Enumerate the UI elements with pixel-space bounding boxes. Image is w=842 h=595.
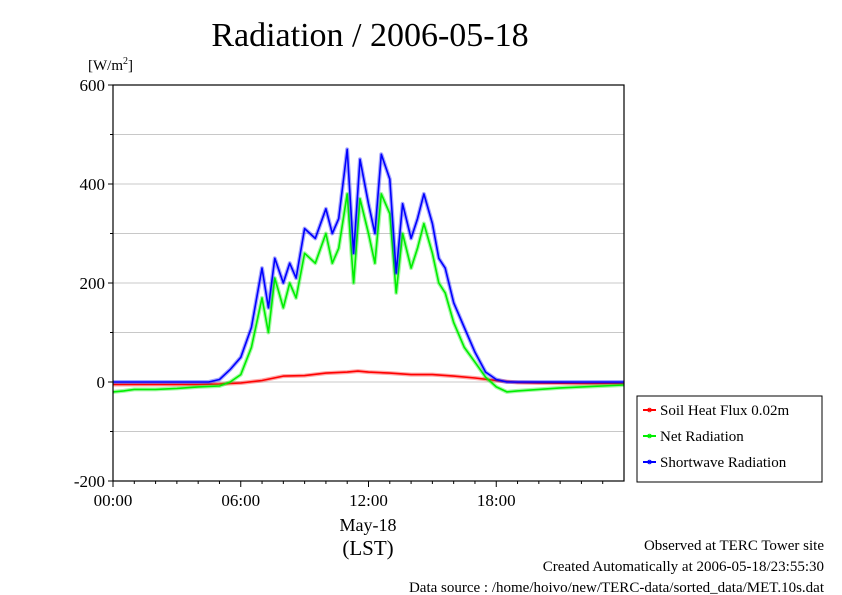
soil-heat-flux-legend-label: Soil Heat Flux 0.02m [660, 403, 790, 419]
series-layer [112, 147, 625, 394]
legend: Soil Heat Flux 0.02m Net Radiation Shortwa… [636, 395, 823, 483]
date-label: May-18 [340, 515, 397, 535]
footer-observed: Observed at TERC Tower site [644, 538, 824, 554]
x-axis-label: (LST) [342, 536, 393, 560]
y-tick-label: 600 [80, 76, 106, 95]
x-tick-label: 06:00 [221, 491, 260, 510]
net-radiation-halo [112, 191, 625, 394]
y-tick-label: 200 [80, 274, 106, 293]
net-radiation-legend-label: Net Radiation [660, 429, 744, 445]
footer-created: Created Automatically at 2006-05-18/23:5… [543, 559, 824, 575]
net-radiation-legend-marker [647, 433, 652, 439]
chart-title: Radiation / 2006-05-18 [211, 17, 528, 54]
shortwave-radiation-legend-marker [647, 459, 652, 465]
y-axis-unit-label: [W/m2] [88, 56, 133, 74]
x-tick-label: 18:00 [477, 491, 516, 510]
shortwave-radiation-legend-label: Shortwave Radiation [660, 455, 787, 471]
y-tick-label: 0 [97, 373, 106, 392]
footer-source: Data source : /home/hoivo/new/TERC-data/… [409, 580, 825, 595]
shortwave-radiation-line [113, 148, 624, 383]
y-axis: -200 0 200 400 600 [74, 76, 113, 491]
x-tick-label: 12:00 [349, 491, 388, 510]
soil-heat-flux-legend-marker [647, 407, 652, 413]
x-axis: 00:00 06:00 12:00 18:00 [94, 481, 604, 510]
x-tick-label: 00:00 [94, 491, 133, 510]
y-tick-label: 400 [80, 175, 106, 194]
legend-box [636, 395, 823, 483]
y-tick-label: -200 [74, 472, 105, 491]
net-radiation-line [112, 193, 625, 393]
